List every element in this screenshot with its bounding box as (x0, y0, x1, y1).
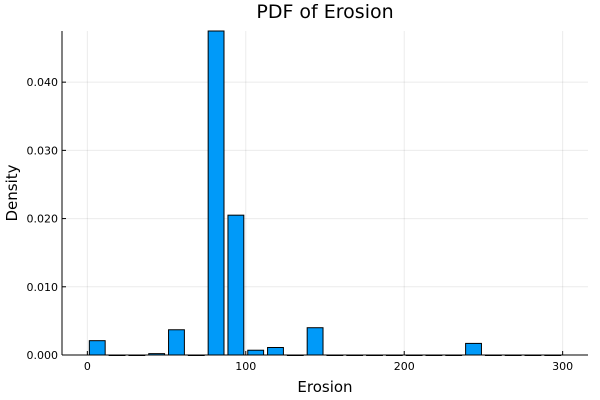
x-tick-label: 200 (394, 360, 415, 373)
bar (247, 349, 265, 356)
x-tick-label: 0 (84, 360, 91, 373)
bar (306, 327, 324, 356)
bar (267, 346, 284, 356)
y-tick-label: 0.030 (27, 144, 59, 157)
y-tick-label: 0.000 (27, 349, 59, 362)
bar (465, 342, 482, 356)
y-ticks: 0.000 0.010 0.020 0.030 0.040 (27, 76, 66, 362)
x-ticks: 0 100 200 300 (84, 351, 573, 373)
bar (207, 30, 225, 356)
axes (61, 31, 588, 356)
bar (88, 340, 106, 356)
chart-title: PDF of Erosion (256, 1, 393, 23)
grid-lines (62, 31, 588, 356)
y-tick-label: 0.040 (27, 76, 59, 89)
bars (88, 30, 562, 356)
x-axis-label: Erosion (297, 378, 352, 396)
bar (227, 214, 245, 356)
bar (168, 329, 185, 356)
y-axis-label: Density (3, 164, 21, 221)
y-tick-label: 0.020 (27, 213, 59, 226)
x-tick-label: 100 (235, 360, 256, 373)
y-tick-label: 0.010 (27, 281, 59, 294)
x-tick-label: 300 (552, 360, 573, 373)
